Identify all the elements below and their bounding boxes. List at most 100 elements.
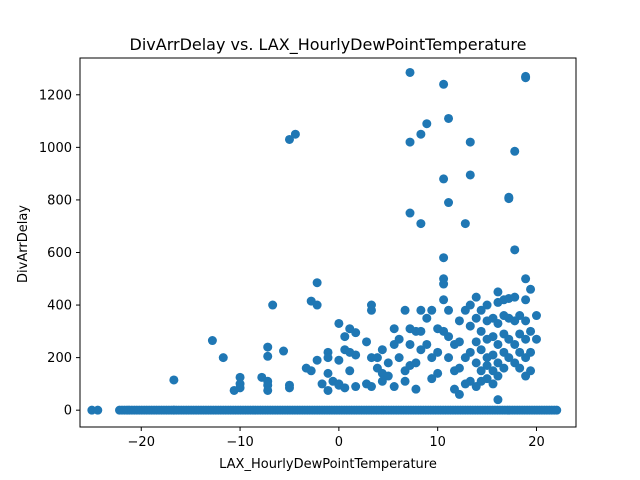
- data-point: [383, 371, 393, 381]
- x-tick-label: −10: [226, 435, 253, 450]
- data-point: [433, 368, 443, 378]
- x-axis-ticks: −20 −10 0 10 20: [128, 427, 545, 450]
- data-point: [422, 119, 432, 129]
- data-point: [405, 208, 415, 218]
- y-tick-label: 1000: [39, 141, 72, 156]
- data-point: [317, 379, 327, 389]
- x-tick-label: 10: [429, 435, 446, 450]
- data-point: [405, 339, 415, 349]
- data-point: [366, 382, 376, 392]
- data-point: [433, 347, 443, 357]
- data-point: [422, 339, 432, 349]
- data-point: [340, 332, 350, 342]
- chart-title: DivArrDelay vs. LAX_HourlyDewPointTemper…: [130, 35, 527, 55]
- data-point: [521, 274, 531, 284]
- data-point: [411, 384, 421, 394]
- y-tick-label: 1200: [39, 88, 72, 103]
- data-point: [268, 300, 278, 310]
- data-point: [510, 245, 520, 255]
- data-point: [526, 284, 536, 294]
- data-point: [422, 313, 432, 323]
- data-point: [515, 311, 525, 321]
- data-point: [290, 129, 300, 139]
- data-point: [476, 366, 486, 376]
- data-point: [488, 379, 498, 389]
- data-point: [476, 326, 486, 336]
- data-point: [510, 292, 520, 302]
- data-point: [377, 345, 387, 355]
- y-tick-label: 600: [47, 246, 72, 261]
- data-point: [366, 305, 376, 315]
- data-point: [493, 339, 503, 349]
- data-point: [323, 368, 333, 378]
- data-point: [312, 278, 322, 288]
- data-point: [416, 129, 426, 139]
- y-tick-label: 400: [47, 299, 72, 314]
- data-point: [439, 174, 449, 184]
- data-point: [471, 358, 481, 368]
- data-point: [323, 353, 333, 363]
- data-point: [372, 353, 382, 363]
- data-point: [400, 376, 410, 386]
- data-point: [340, 383, 350, 393]
- data-point: [526, 326, 536, 336]
- data-point: [521, 295, 531, 305]
- data-point: [460, 379, 470, 389]
- data-point: [235, 372, 245, 382]
- data-point: [476, 345, 486, 355]
- data-point: [323, 385, 333, 395]
- data-point: [411, 358, 421, 368]
- data-point: [521, 73, 531, 83]
- data-point: [465, 321, 475, 331]
- data-point: [405, 137, 415, 147]
- data-point: [389, 382, 399, 392]
- data-point: [454, 337, 464, 347]
- data-point: [416, 326, 426, 336]
- data-point: [531, 311, 541, 321]
- data-point: [439, 279, 449, 289]
- y-tick-label: 0: [64, 404, 72, 419]
- data-point: [526, 347, 536, 357]
- data-point: [471, 313, 481, 323]
- data-point: [427, 353, 437, 363]
- data-point: [488, 332, 498, 342]
- x-axis-label: LAX_HourlyDewPointTemperature: [219, 457, 437, 472]
- data-point: [383, 358, 393, 368]
- data-point: [394, 353, 404, 363]
- data-point: [444, 305, 454, 315]
- data-point: [531, 334, 541, 344]
- data-point: [493, 287, 503, 297]
- data-point: [284, 383, 294, 393]
- data-point: [454, 363, 464, 373]
- data-point: [439, 79, 449, 89]
- data-point: [405, 67, 415, 77]
- data-point: [493, 318, 503, 328]
- data-point: [493, 395, 503, 405]
- data-point: [207, 336, 217, 346]
- data-point: [504, 353, 514, 363]
- data-point: [493, 358, 503, 368]
- data-point: [515, 363, 525, 373]
- data-point: [416, 219, 426, 229]
- data-points: [87, 67, 562, 415]
- y-tick-label: 800: [47, 193, 72, 208]
- data-point: [362, 337, 372, 347]
- data-point: [515, 347, 525, 357]
- data-point: [416, 345, 426, 355]
- data-point: [334, 355, 344, 365]
- data-point-baseline: [169, 405, 179, 415]
- data-point: [526, 366, 536, 376]
- data-point-baseline: [93, 405, 103, 415]
- data-point: [444, 113, 454, 123]
- data-point: [471, 382, 481, 392]
- data-point: [235, 383, 245, 393]
- data-point: [510, 339, 520, 349]
- data-point: [460, 219, 470, 229]
- data-point: [416, 305, 426, 315]
- data-point: [427, 305, 437, 315]
- data-point: [351, 350, 361, 360]
- data-point: [279, 346, 289, 356]
- data-point: [465, 170, 475, 180]
- data-point: [449, 384, 459, 394]
- data-point: [444, 332, 454, 342]
